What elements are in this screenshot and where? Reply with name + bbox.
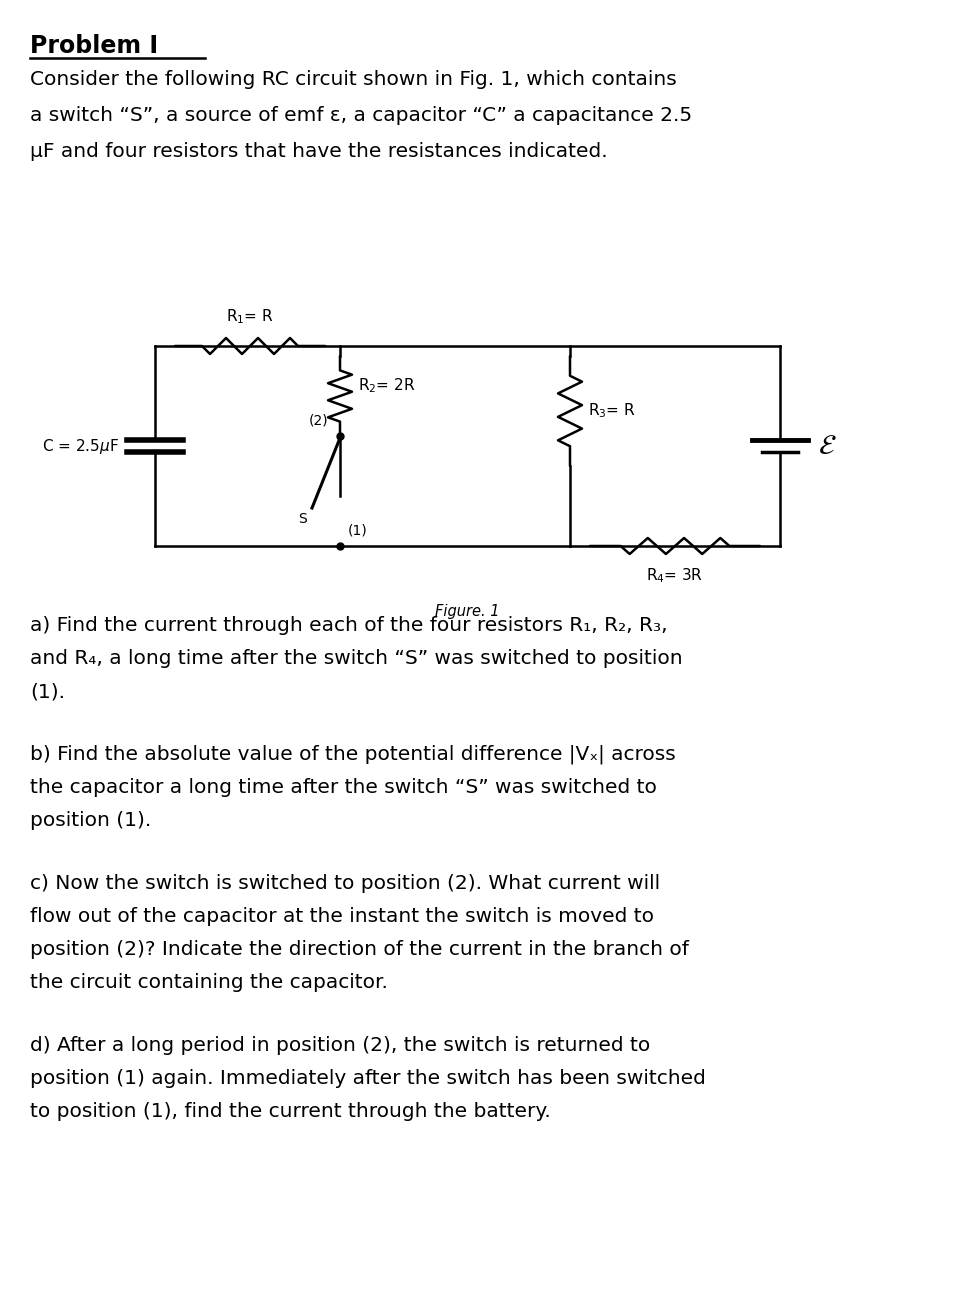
Text: R$_2$= 2R: R$_2$= 2R	[358, 376, 416, 396]
Text: a switch “S”, a source of emf ε, a capacitor “C” a capacitance 2.5: a switch “S”, a source of emf ε, a capac…	[30, 106, 692, 125]
Text: R$_4$= 3R: R$_4$= 3R	[647, 565, 703, 585]
Text: position (1).: position (1).	[30, 811, 151, 831]
Text: to position (1), find the current through the battery.: to position (1), find the current throug…	[30, 1102, 551, 1121]
Text: d) After a long period in position (2), the switch is returned to: d) After a long period in position (2), …	[30, 1036, 650, 1055]
Text: Figure. 1: Figure. 1	[435, 603, 500, 619]
Text: $\mathcal{E}$: $\mathcal{E}$	[818, 432, 836, 460]
Text: position (1) again. Immediately after the switch has been switched: position (1) again. Immediately after th…	[30, 1070, 706, 1088]
Text: b) Find the absolute value of the potential difference |Vₓ| across: b) Find the absolute value of the potent…	[30, 744, 675, 764]
Text: S: S	[298, 512, 307, 526]
Text: C = 2.5$\mu$F: C = 2.5$\mu$F	[42, 436, 119, 456]
Text: Consider the following RC circuit shown in Fig. 1, which contains: Consider the following RC circuit shown …	[30, 71, 676, 89]
Text: μF and four resistors that have the resistances indicated.: μF and four resistors that have the resi…	[30, 142, 607, 161]
Text: and R₄, a long time after the switch “S” was switched to position: and R₄, a long time after the switch “S”…	[30, 649, 683, 667]
Text: (2): (2)	[308, 414, 328, 428]
Text: flow out of the capacitor at the instant the switch is moved to: flow out of the capacitor at the instant…	[30, 906, 654, 926]
Text: a) Find the current through each of the four resistors R₁, R₂, R₃,: a) Find the current through each of the …	[30, 616, 668, 635]
Text: the capacitor a long time after the switch “S” was switched to: the capacitor a long time after the swit…	[30, 778, 657, 797]
Text: the circuit containing the capacitor.: the circuit containing the capacitor.	[30, 973, 388, 993]
Text: R$_1$= R: R$_1$= R	[226, 307, 274, 326]
Text: (1).: (1).	[30, 682, 65, 701]
Text: Problem I: Problem I	[30, 34, 158, 57]
Text: R$_3$= R: R$_3$= R	[588, 402, 636, 421]
Text: position (2)? Indicate the direction of the current in the branch of: position (2)? Indicate the direction of …	[30, 940, 689, 959]
Text: c) Now the switch is switched to position (2). What current will: c) Now the switch is switched to positio…	[30, 874, 660, 893]
Text: (1): (1)	[348, 524, 368, 538]
